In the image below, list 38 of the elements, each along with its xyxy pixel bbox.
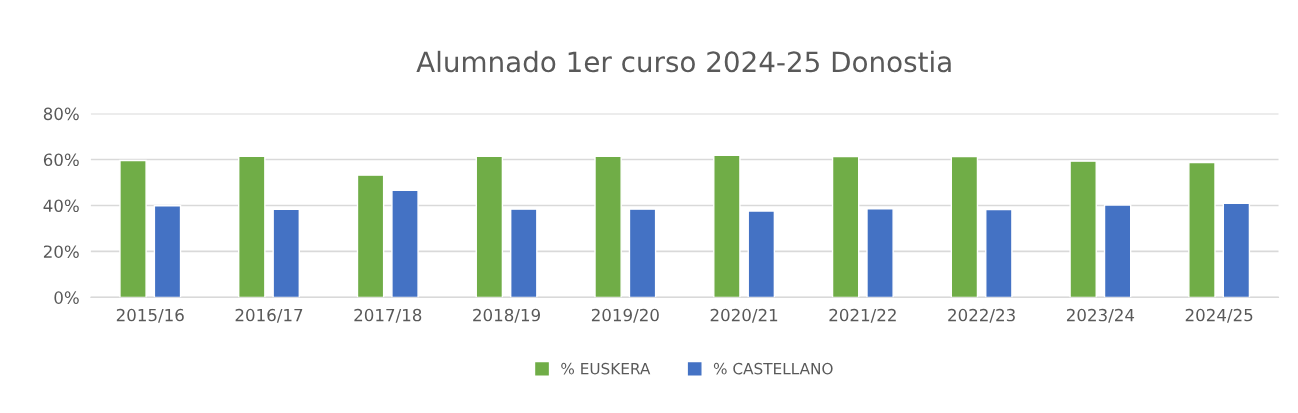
bar <box>866 208 894 298</box>
bar <box>985 208 1013 298</box>
x-tick-label: 2020/21 <box>710 308 778 323</box>
bar <box>391 189 419 298</box>
bar <box>475 155 504 298</box>
bar <box>119 159 147 298</box>
bar <box>1188 161 1216 298</box>
chart-title: Alumnado 1er curso 2024-25 Donostia <box>416 50 951 73</box>
bar <box>747 210 776 298</box>
legend-label: % CASTELLANO <box>713 362 833 375</box>
x-tick-label: 2015/16 <box>116 308 184 323</box>
x-tick-label: 2021/22 <box>829 308 896 323</box>
bar <box>1222 202 1251 298</box>
x-tick-label: 2017/18 <box>354 308 422 323</box>
bar <box>594 155 622 298</box>
x-tick-label: 2023/24 <box>1066 308 1135 323</box>
x-tick-label: 2018/19 <box>473 308 540 323</box>
bar <box>628 208 657 298</box>
y-tick-label: 80% <box>43 107 79 121</box>
bar <box>1069 160 1097 298</box>
y-tick-label: 40% <box>43 199 79 213</box>
y-tick-label: 60% <box>43 153 79 167</box>
bar <box>356 174 385 298</box>
bar <box>238 155 266 298</box>
y-tick-label: 20% <box>43 245 79 258</box>
bar <box>272 208 300 298</box>
bar <box>713 154 741 298</box>
bar <box>1103 204 1132 298</box>
x-tick-label: 2022/23 <box>948 308 1015 323</box>
bar <box>950 155 979 298</box>
x-tick-label: 2016/17 <box>235 308 303 323</box>
y-tick-label: 0% <box>54 291 79 304</box>
x-tick-label: 2019/20 <box>591 308 659 323</box>
bar <box>831 155 860 298</box>
bar <box>153 205 182 298</box>
x-tick-label: 2024/25 <box>1185 308 1253 323</box>
legend-label: % EUSKERA <box>561 362 651 375</box>
bar <box>510 208 538 298</box>
